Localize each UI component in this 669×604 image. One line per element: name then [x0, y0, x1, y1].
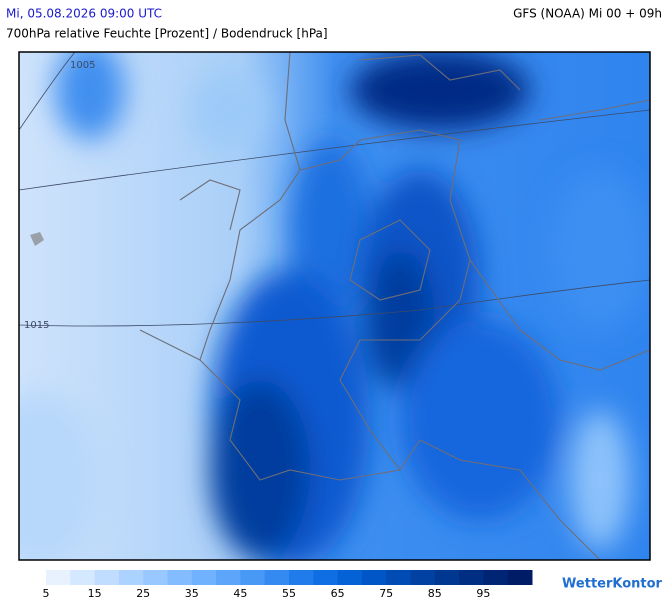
legend-swatch	[386, 570, 411, 585]
isobars	[19, 52, 650, 327]
legend-swatch	[289, 570, 314, 585]
border	[469, 259, 650, 371]
legend-swatch	[483, 570, 509, 585]
border	[419, 439, 601, 560]
border	[179, 179, 241, 231]
legend-swatch	[337, 570, 363, 585]
border	[139, 329, 201, 361]
map-area: 1005 1015	[19, 52, 650, 560]
model-run: GFS (NOAA) Mi 00 + 09h	[513, 7, 662, 21]
border	[539, 99, 650, 121]
legend-swatch	[361, 570, 387, 585]
legend-label: 65	[331, 587, 345, 600]
legend-label: 35	[185, 587, 199, 600]
legend-swatch	[46, 570, 71, 585]
legend-label: 5	[43, 587, 50, 600]
legend-swatch	[264, 570, 290, 585]
border	[349, 219, 431, 301]
isobar-label: 1005	[70, 60, 95, 71]
isobar	[19, 52, 76, 131]
border	[359, 54, 521, 91]
logo: WetterKontor	[562, 577, 663, 592]
island	[30, 232, 44, 246]
legend-swatch	[143, 570, 168, 585]
isobar-label: 1015	[24, 320, 49, 331]
legend-label: 95	[476, 587, 490, 600]
isobar	[19, 109, 650, 191]
legend-label: 75	[379, 587, 393, 600]
legend-label: 25	[136, 587, 150, 600]
legend-label: 85	[428, 587, 442, 600]
legend-swatch	[118, 570, 144, 585]
isobar	[19, 279, 650, 327]
legend-swatch	[70, 570, 96, 585]
legend-swatch	[313, 570, 339, 585]
legend-swatch	[240, 570, 266, 585]
legend-label: 15	[88, 587, 102, 600]
legend-swatch	[459, 570, 484, 585]
datetime: Mi, 05.08.2026 09:00 UTC	[6, 7, 162, 21]
legend-swatch	[507, 570, 533, 585]
map-frame	[18, 51, 651, 561]
legend-swatch	[216, 570, 241, 585]
legend-swatch	[410, 570, 436, 585]
color-legend: 5 15 25 35 45 55 65 75 85 95	[43, 570, 533, 600]
borders	[139, 52, 650, 560]
legend-label: 55	[282, 587, 296, 600]
legend-swatch	[167, 570, 193, 585]
legend-swatch	[94, 570, 120, 585]
humidity-field	[19, 52, 650, 560]
legend-swatch	[191, 570, 217, 585]
legend-label: 45	[233, 587, 247, 600]
legend-swatch	[434, 570, 460, 585]
map-subtitle: 700hPa relative Feuchte [Prozent] / Bode…	[6, 27, 328, 41]
